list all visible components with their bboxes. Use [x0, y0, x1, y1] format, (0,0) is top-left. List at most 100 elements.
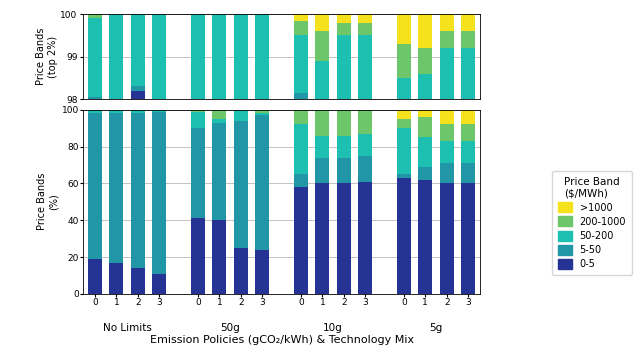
Bar — [316, 14, 330, 31]
Bar — [234, 248, 248, 294]
Bar — [191, 218, 205, 294]
Y-axis label: Price Bands
(%): Price Bands (%) — [37, 173, 59, 230]
Bar — [131, 268, 145, 294]
Bar — [131, 113, 145, 268]
Bar — [440, 141, 454, 163]
Bar — [316, 183, 330, 294]
Bar — [88, 14, 102, 18]
Bar — [461, 125, 475, 141]
Bar — [255, 110, 269, 113]
Bar — [461, 110, 475, 125]
Bar — [316, 136, 330, 158]
Bar — [440, 48, 454, 99]
Bar — [234, 110, 248, 121]
Bar — [397, 178, 411, 294]
Bar — [358, 35, 372, 99]
Legend: >1000, 200-1000, 50-200, 5-50, 0-5: >1000, 200-1000, 50-200, 5-50, 0-5 — [552, 171, 632, 275]
Bar — [212, 119, 227, 122]
Bar — [461, 14, 475, 31]
Bar — [461, 163, 475, 183]
Bar — [419, 48, 432, 74]
Bar — [397, 174, 411, 178]
Bar — [88, 110, 102, 113]
Text: 5g: 5g — [429, 323, 443, 333]
Bar — [88, 97, 102, 99]
Bar — [419, 117, 432, 137]
Bar — [397, 44, 411, 78]
Bar — [131, 110, 145, 113]
Bar — [212, 110, 227, 119]
Bar — [337, 183, 351, 294]
Bar — [109, 110, 124, 113]
Bar — [109, 113, 124, 263]
Bar — [358, 14, 372, 23]
X-axis label: Emission Policies (gCO₂/kWh) & Technology Mix: Emission Policies (gCO₂/kWh) & Technolog… — [150, 335, 413, 345]
Bar — [419, 74, 432, 99]
Bar — [212, 220, 227, 294]
Bar — [294, 187, 308, 294]
Bar — [419, 110, 432, 117]
Bar — [316, 61, 330, 99]
Bar — [337, 14, 351, 23]
Bar — [294, 21, 308, 35]
Bar — [131, 91, 145, 99]
Bar — [152, 14, 166, 99]
Bar — [88, 259, 102, 294]
Bar — [397, 110, 411, 119]
Bar — [255, 14, 269, 99]
Bar — [212, 14, 227, 99]
Bar — [109, 14, 124, 99]
Text: 50g: 50g — [220, 323, 240, 333]
Bar — [294, 93, 308, 99]
Bar — [152, 112, 166, 274]
Bar — [440, 125, 454, 141]
Bar — [440, 31, 454, 48]
Bar — [397, 14, 411, 44]
Bar — [294, 110, 308, 125]
Bar — [234, 14, 248, 99]
Bar — [419, 180, 432, 294]
Bar — [316, 158, 330, 183]
Bar — [358, 23, 372, 35]
Bar — [337, 136, 351, 158]
Bar — [461, 141, 475, 163]
Bar — [337, 35, 351, 99]
Bar — [461, 183, 475, 294]
Bar — [316, 31, 330, 61]
Bar — [255, 250, 269, 294]
Bar — [294, 35, 308, 93]
Bar — [152, 274, 166, 294]
Bar — [440, 14, 454, 31]
Bar — [397, 78, 411, 99]
Y-axis label: Price Bands
(top 2%): Price Bands (top 2%) — [36, 28, 58, 85]
Bar — [191, 110, 205, 112]
Bar — [294, 125, 308, 174]
Bar — [419, 137, 432, 167]
Bar — [191, 128, 205, 218]
Bar — [419, 14, 432, 48]
Bar — [191, 14, 205, 99]
Bar — [316, 110, 330, 136]
Bar — [152, 110, 166, 112]
Bar — [191, 112, 205, 128]
Bar — [234, 121, 248, 248]
Text: No Limits: No Limits — [103, 323, 152, 333]
Text: 10g: 10g — [323, 323, 343, 333]
Bar — [440, 163, 454, 183]
Bar — [440, 110, 454, 125]
Bar — [255, 115, 269, 250]
Bar — [337, 158, 351, 183]
Bar — [440, 183, 454, 294]
Bar — [337, 23, 351, 35]
Bar — [294, 14, 308, 21]
Bar — [419, 167, 432, 180]
Bar — [461, 31, 475, 48]
Bar — [131, 86, 145, 91]
Bar — [88, 113, 102, 259]
Bar — [358, 182, 372, 294]
Bar — [88, 18, 102, 97]
Bar — [397, 119, 411, 128]
Bar — [461, 48, 475, 99]
Bar — [358, 156, 372, 182]
Bar — [212, 122, 227, 220]
